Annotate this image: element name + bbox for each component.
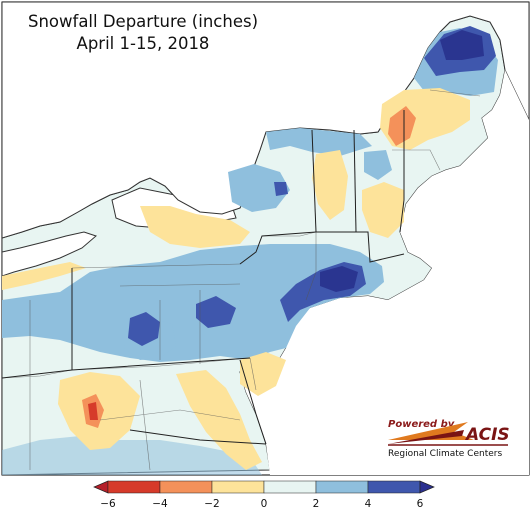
logo-swoosh-dark — [388, 430, 464, 444]
colorbar-bin — [263, 480, 317, 494]
map-panel — [1, 1, 530, 476]
colorbar-tick-label: −6 — [100, 498, 116, 510]
colorbar-tick-label: −4 — [152, 498, 168, 510]
colorbar-bin — [107, 480, 161, 494]
anomaly-fill-layer — [2, 26, 498, 475]
colorbar-tick-label: 4 — [365, 498, 372, 510]
colorbar-bin — [367, 480, 421, 494]
atlantic-ocean — [240, 70, 529, 475]
colorbar-under-arrow — [93, 480, 109, 494]
colorbar-bin — [315, 480, 369, 494]
logo-acis-text: ACIS — [464, 425, 510, 445]
logo-powered-by: Powered by — [388, 419, 455, 430]
state-lines — [2, 110, 405, 445]
colorbar-tick-label: −2 — [204, 498, 219, 510]
colorbar-tick-label: 0 — [261, 498, 268, 510]
acis-logo: Powered by ACIS Regional Climate Centers — [384, 414, 511, 459]
title-line-2: April 1-15, 2018 — [77, 34, 210, 53]
colorbar-tick-label: 2 — [313, 498, 320, 510]
colorbar-tick-label: 6 — [417, 498, 424, 510]
colorbar: −6 −4 −2 0 2 4 6 — [93, 480, 435, 510]
lake-erie — [2, 231, 97, 277]
title-line-1: Snowfall Departure (inches) — [28, 12, 258, 31]
logo-rcc-text: Regional Climate Centers — [388, 449, 502, 459]
canada-region — [2, 2, 529, 239]
colorbar-bin — [159, 480, 213, 494]
colorbar-over-arrow — [419, 480, 435, 494]
colorbar-bin — [211, 480, 265, 494]
